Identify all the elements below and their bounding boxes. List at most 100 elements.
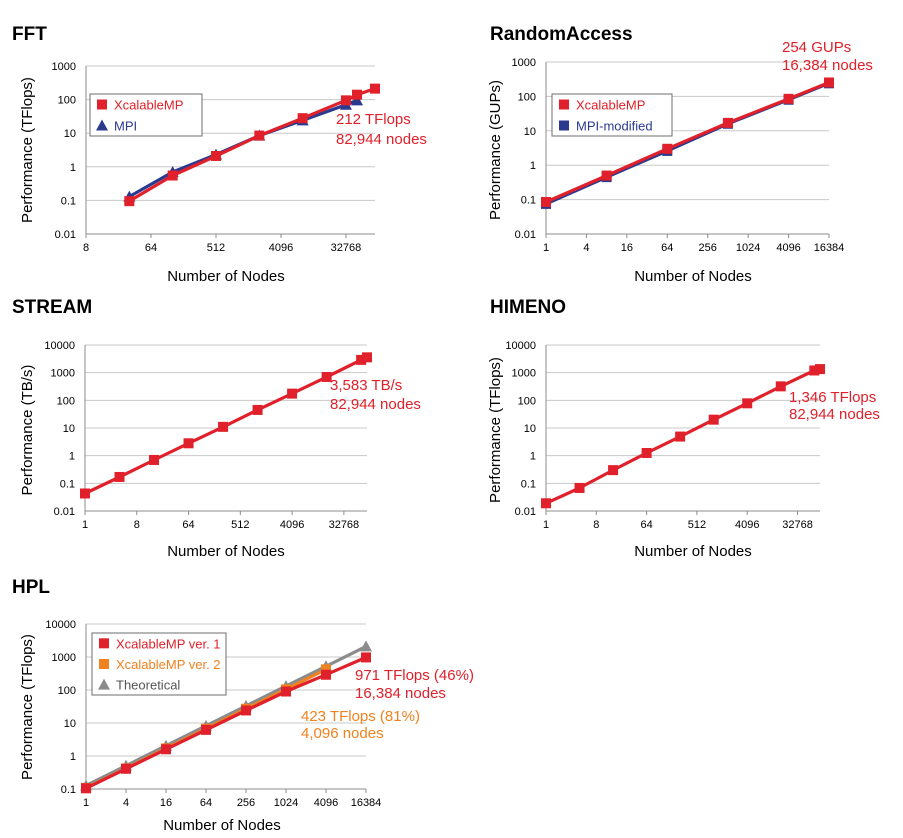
series-xcalablemp — [541, 364, 825, 509]
y-tick-label: 100 — [57, 395, 75, 407]
annotation-text: 16,384 nodes — [355, 685, 446, 702]
x-tick-label: 64 — [661, 242, 673, 254]
data-point — [360, 640, 372, 652]
legend-label: MPI — [114, 119, 137, 134]
legend-marker — [559, 120, 569, 131]
y-tick-label: 0.1 — [521, 195, 536, 207]
data-point — [352, 89, 363, 100]
x-tick-label: 1024 — [736, 242, 760, 254]
annotation-text: 82,944 nodes — [330, 396, 421, 413]
data-point — [675, 431, 686, 442]
fft-title: FFT — [12, 24, 47, 45]
legend-label: XcalableMP — [114, 98, 183, 113]
x-tick-label: 8 — [83, 242, 89, 254]
y-tick-label: 0.01 — [55, 229, 76, 241]
data-point — [722, 117, 733, 128]
y-tick-label: 10 — [64, 128, 76, 140]
y-tick-label: 1000 — [512, 368, 536, 380]
x-tick-label: 256 — [699, 242, 717, 254]
data-point — [340, 95, 351, 106]
x-axis-label: Number of Nodes — [163, 817, 281, 834]
x-tick-label: 8 — [593, 519, 599, 531]
data-point — [361, 652, 371, 663]
hpl-title: HPL — [12, 577, 50, 598]
legend-label: Theoretical — [116, 678, 180, 693]
series-line — [545, 81, 830, 204]
legend-label: XcalableMP ver. 2 — [116, 657, 221, 672]
annotation-text: 4,096 nodes — [301, 725, 384, 742]
data-point — [809, 365, 820, 376]
data-point — [541, 498, 551, 509]
x-tick-label: 8 — [134, 519, 140, 531]
y-tick-label: 10000 — [45, 619, 76, 631]
x-tick-label: 64 — [182, 519, 194, 531]
legend-label: XcalableMP — [576, 98, 645, 113]
series-line — [84, 355, 368, 495]
legend-marker — [99, 638, 109, 649]
data-point — [80, 488, 90, 499]
series-xcalablemp — [541, 77, 834, 208]
legend-marker — [99, 659, 109, 669]
data-point — [601, 170, 612, 181]
x-tick-label: 4096 — [735, 519, 759, 531]
series-line — [545, 367, 821, 505]
x-tick-label: 512 — [207, 242, 225, 254]
y-tick-label: 1000 — [52, 61, 76, 73]
series-line — [85, 655, 367, 790]
y-tick-label: 100 — [58, 95, 76, 107]
data-point — [124, 196, 135, 207]
y-tick-label: 0.01 — [515, 506, 536, 518]
himeno-chart: HIMENO 0.01 0.1 1 10 100 1000 10000 1 8 64 512 4096 3… — [487, 297, 880, 560]
x-tick-label: 4096 — [776, 242, 800, 254]
y-tick-label: 1 — [70, 162, 76, 174]
data-point — [81, 783, 91, 794]
data-point — [281, 686, 291, 697]
fft-chart: FFT 0.01 0.1 1 10 100 1000 8 64 512 4096 32768 Numbe… — [12, 24, 427, 285]
x-tick-label: 4096 — [269, 242, 293, 254]
stream-chart: STREAM 0.01 0.1 1 10 100 1000 10000 1 8 64 512 4096 3… — [12, 297, 421, 560]
data-point — [775, 381, 786, 392]
y-axis-label: Performance (TFlops) — [19, 77, 36, 223]
y-tick-label: 10 — [524, 126, 536, 138]
series-xcalablemp — [80, 352, 372, 499]
x-tick-label: 64 — [200, 797, 212, 809]
data-point — [362, 352, 372, 363]
x-tick-label: 16 — [160, 797, 172, 809]
x-tick-label: 1 — [543, 242, 549, 254]
data-point — [356, 354, 367, 365]
x-tick-label: 256 — [237, 797, 255, 809]
data-point — [287, 388, 298, 399]
x-tick-label: 64 — [640, 519, 652, 531]
data-point — [252, 404, 263, 415]
series-xcalablemp — [124, 83, 380, 207]
data-point — [321, 371, 332, 382]
annotation-text: 16,384 nodes — [782, 57, 873, 74]
data-point — [210, 150, 221, 161]
x-tick-label: 1 — [543, 519, 549, 531]
random-title: RandomAccess — [490, 24, 633, 45]
annotation-text: 82,944 nodes — [336, 131, 427, 148]
data-point — [321, 669, 331, 680]
x-tick-label: 1024 — [274, 797, 298, 809]
data-point — [815, 364, 825, 375]
y-tick-label: 0.1 — [521, 478, 536, 490]
x-tick-label: 512 — [231, 519, 249, 531]
x-axis-label: Number of Nodes — [167, 543, 285, 560]
annotation-text: 3,583 TB/s — [330, 377, 402, 394]
axis-lines — [545, 62, 829, 235]
x-tick-label: 32768 — [329, 519, 360, 531]
y-tick-label: 0.01 — [515, 229, 536, 241]
legend-label: XcalableMP ver. 1 — [116, 636, 221, 651]
data-point — [161, 744, 171, 755]
x-tick-label: 4 — [583, 242, 589, 254]
y-tick-label: 0.1 — [60, 478, 75, 490]
data-point — [201, 724, 211, 735]
y-tick-label: 1 — [530, 451, 536, 463]
y-tick-label: 0.1 — [61, 195, 76, 207]
data-point — [183, 438, 194, 449]
y-axis-label: Performance (TB/s) — [19, 365, 36, 496]
x-tick-label: 16 — [621, 242, 633, 254]
y-tick-label: 10 — [524, 423, 536, 435]
random-chart: RandomAccess 0.01 0.1 1 10 100 1000 1 4 16 64 256 10… — [487, 24, 873, 285]
